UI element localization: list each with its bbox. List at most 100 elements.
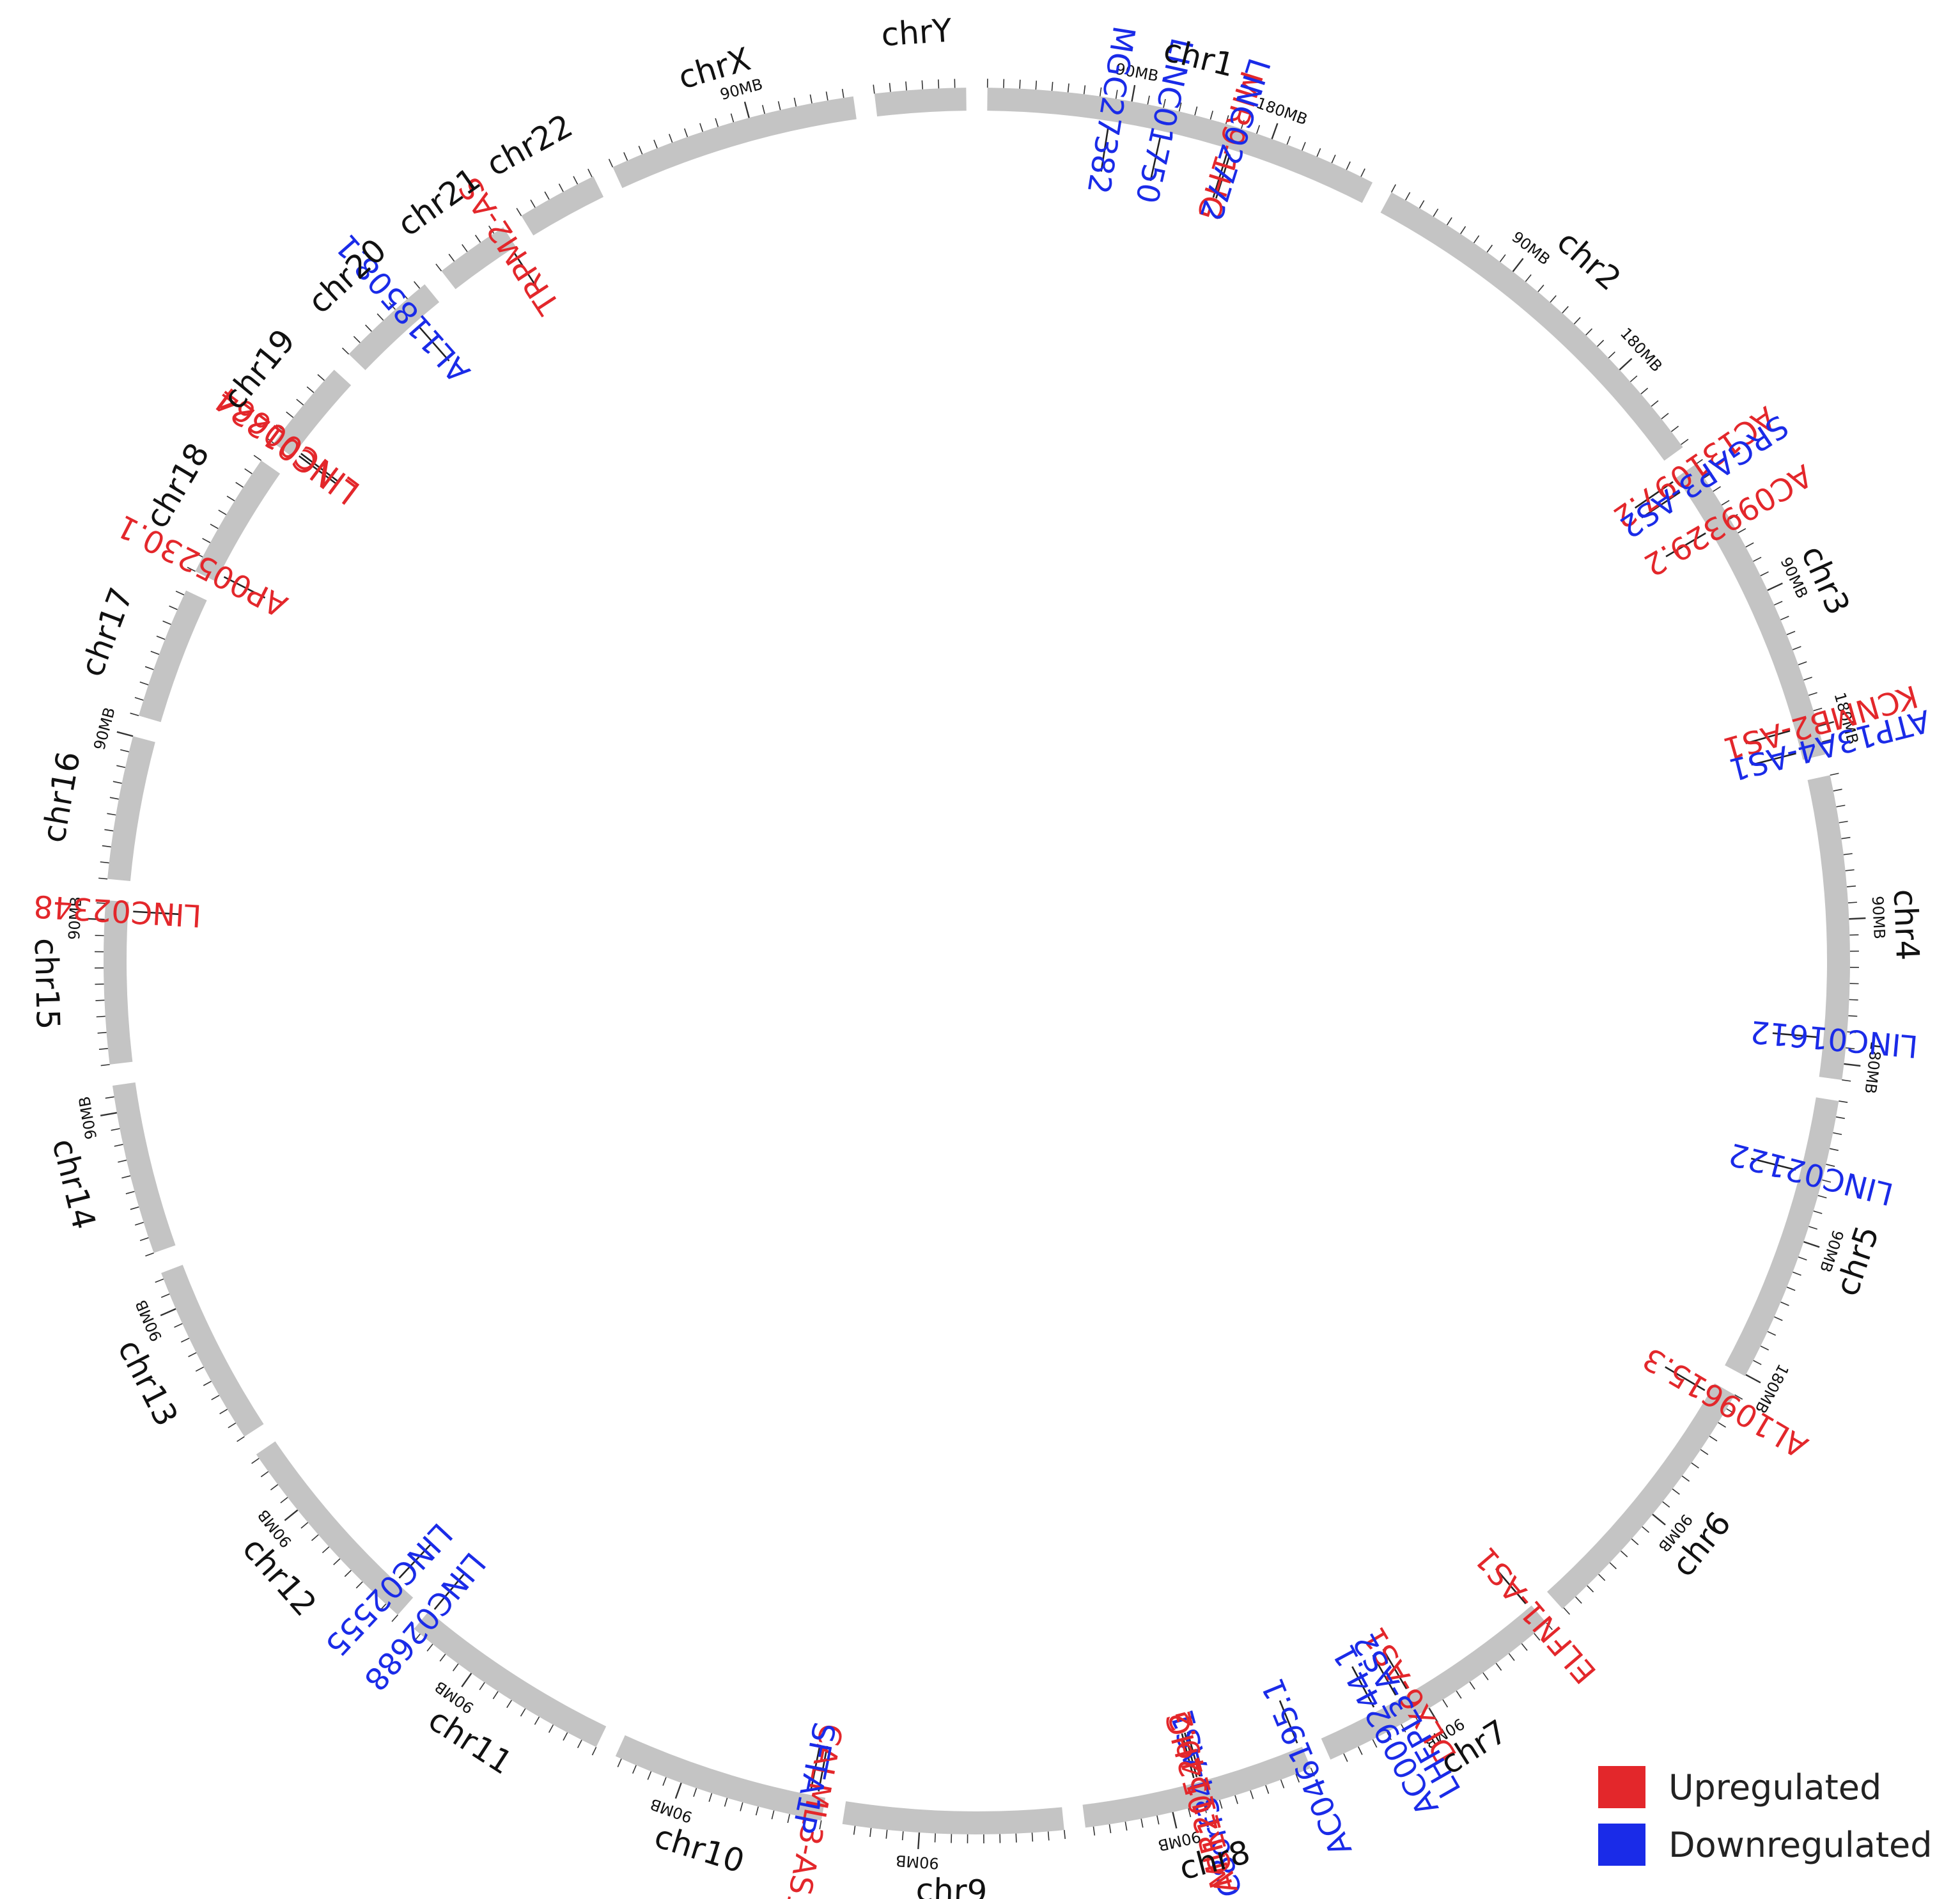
tick-chr3-180 (1817, 721, 1835, 728)
tick-chrY-40 (938, 79, 940, 89)
tick-chr12-120 (260, 1471, 269, 1478)
tick-chr6-20 (1718, 1422, 1727, 1428)
tick-chr2-110 (1537, 285, 1544, 292)
tick-chr1-240 (1360, 168, 1365, 177)
tick-chr2-90 (1512, 258, 1524, 272)
tick-chr4-140 (1849, 999, 1858, 1001)
tick-chr17-70 (169, 606, 178, 611)
tick-chr5-110 (1793, 1271, 1801, 1276)
ideogram-chr8 (1082, 1746, 1311, 1828)
tick-chr6-120 (1620, 1550, 1628, 1558)
tick-chr3-140 (1798, 661, 1807, 666)
tick-layer: 90MB180MB90MB180MB90MB180MB90MB180MB90MB… (65, 60, 1888, 1872)
tick-chr12-80 (300, 1522, 309, 1529)
tick-chrX-100 (761, 105, 765, 114)
gene-link-C8orf34-AS1 (1186, 1731, 1201, 1777)
tick-chr5-90 (1803, 1240, 1820, 1248)
tick-chr5-150 (1767, 1331, 1777, 1336)
tick-chr17-40 (150, 650, 160, 655)
tick-chr19-50 (317, 374, 325, 381)
tick-chr20-10 (353, 336, 361, 343)
tick-chr16-10 (100, 861, 109, 864)
tick-chr16-60 (113, 781, 122, 784)
tick-chr2-30 (1433, 208, 1439, 217)
tick-chr5-10 (1835, 1116, 1845, 1120)
tick-chr6-40 (1700, 1449, 1709, 1455)
tick-chr1-120 (1178, 102, 1182, 112)
tick-chr12-30 (355, 1581, 363, 1589)
upregulated-swatch (1598, 1766, 1645, 1808)
tick-chr22-50 (587, 168, 593, 178)
tick-chrX-70 (715, 118, 719, 127)
tick-chr5-0 (1839, 1100, 1848, 1104)
tick-chr14-60 (118, 1159, 127, 1163)
tick-chr11-50 (520, 1708, 526, 1717)
ideogram-chr21 (441, 227, 516, 290)
tick-chrX-140 (825, 91, 828, 101)
tick-chr8-0 (1310, 1767, 1315, 1777)
gene-link-AC111149.2 (1184, 1732, 1198, 1778)
gene-link-LHFPL3-AS2 (1372, 1654, 1397, 1696)
tick-label-chr9-90: 90MB (895, 1852, 939, 1872)
gene-link-TRPM2-AS (513, 253, 541, 293)
tick-chr22-10 (530, 199, 536, 208)
tick-chr18-30 (210, 524, 219, 529)
tick-chr6-70 (1672, 1489, 1680, 1495)
tick-chr4-20 (1836, 804, 1846, 808)
tick-chr2-230 (1670, 425, 1679, 432)
tick-chr13-50 (195, 1366, 204, 1372)
ideogram-chr15 (103, 900, 133, 1065)
tick-chr11-70 (492, 1691, 499, 1700)
tick-chr20-0 (341, 347, 350, 355)
gene-link-LINC01750 (1149, 136, 1162, 182)
tick-chr15-40 (95, 999, 105, 1001)
tick-chr7-140 (1358, 1746, 1363, 1755)
tick-chr3-30 (1721, 499, 1730, 506)
tick-chr3-100 (1774, 600, 1783, 606)
chromosome-label-layer: chr1chr2chr3chr4chr5chr6chr7chr8chr9chr1… (27, 12, 1926, 1899)
gene-link-AC099329.2 (1665, 532, 1706, 558)
tick-chr1-160 (1241, 120, 1245, 129)
tick-chr2-70 (1486, 244, 1493, 253)
gene-link-AP005230.1 (223, 576, 266, 599)
tick-chr4-0 (1830, 772, 1839, 776)
tick-chr17-60 (162, 620, 171, 625)
ideogram-chr7 (1321, 1606, 1547, 1760)
tick-chr13-70 (180, 1338, 190, 1343)
tick-chr22-0 (516, 208, 522, 216)
gene-label-AL109615.3: AL109615.3 (1637, 1340, 1814, 1465)
tick-chr11-60 (506, 1700, 512, 1708)
tick-chr7-110 (1401, 1724, 1406, 1733)
tick-chr2-240 (1681, 439, 1689, 445)
gene-link-layer (133, 125, 1819, 1792)
tick-chr3-120 (1786, 630, 1796, 636)
tick-chr14-0 (145, 1252, 154, 1257)
tick-chr19-20 (286, 411, 294, 418)
tick-chr5-130 (1780, 1301, 1789, 1306)
tick-chr5-40 (1826, 1164, 1835, 1167)
tick-chr21-40 (488, 225, 495, 234)
tick-chr14-50 (121, 1175, 131, 1179)
tick-chr5-170 (1753, 1360, 1762, 1365)
tick-chr11-80 (479, 1682, 485, 1691)
tick-chr4-90 (1849, 917, 1866, 920)
tick-chr1-190 (1286, 136, 1291, 145)
tick-chr1-220 (1331, 154, 1336, 164)
tick-chr16-0 (98, 877, 108, 880)
ideogram-chrX (612, 96, 857, 189)
tick-chr8-140 (1093, 1826, 1096, 1836)
gene-link-LINC02555 (398, 1543, 432, 1579)
legend-item-downregulated: Downregulated (1598, 1816, 1933, 1873)
gene-link-AC009244.1 (1351, 1666, 1375, 1708)
gene-link-CALML3-AS1 (818, 1746, 828, 1792)
tick-chr7-0 (1546, 1622, 1553, 1630)
gene-link-MIR2052HG (1181, 1733, 1195, 1779)
tick-chr7-10 (1534, 1633, 1541, 1641)
tick-chr3-50 (1738, 528, 1746, 534)
tick-chr3-0 (1695, 458, 1703, 465)
tick-label-chr15-90: 90MB (65, 896, 85, 941)
tick-chr20-30 (377, 313, 384, 321)
tick-chr4-80 (1847, 902, 1857, 903)
tick-chr16-70 (116, 765, 126, 769)
gene-link-MIR9-1HG (1212, 153, 1228, 198)
